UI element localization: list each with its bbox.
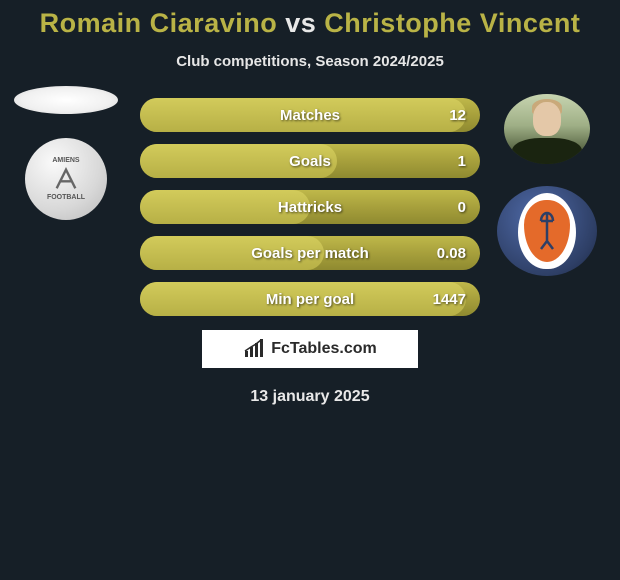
- player2-name: Christophe Vincent: [324, 8, 580, 38]
- bar-value: 1: [458, 144, 466, 178]
- club2-shield: [524, 200, 570, 262]
- brand-bars-icon: [243, 339, 267, 359]
- brand-text: FcTables.com: [271, 340, 377, 358]
- stat-bars: Matches 12 Goals 1 Hattricks 0 Goals per…: [140, 98, 480, 316]
- bar-label: Matches: [140, 98, 480, 132]
- bar-min-per-goal: Min per goal 1447: [140, 282, 480, 316]
- bar-value: 0.08: [437, 236, 466, 270]
- crest-text-top: AMIENS: [52, 157, 79, 164]
- photo-head: [533, 102, 561, 136]
- vs-text: vs: [285, 8, 316, 38]
- player2-photo: [504, 94, 590, 164]
- comparison-area: AMIENS FOOTBALL: [0, 98, 620, 316]
- player1-club-crest: AMIENS FOOTBALL: [25, 138, 107, 220]
- bar-label: Goals: [140, 144, 480, 178]
- crest-text-bottom: FOOTBALL: [47, 194, 85, 201]
- club2-emblem-icon: [535, 211, 559, 251]
- bar-matches: Matches 12: [140, 98, 480, 132]
- bar-label: Min per goal: [140, 282, 480, 316]
- player1-placeholder: [14, 86, 118, 114]
- bar-value: 12: [449, 98, 466, 132]
- infographic-root: Romain Ciaravino vs Christophe Vincent C…: [0, 0, 620, 580]
- player1-name: Romain Ciaravino: [40, 8, 278, 38]
- bar-goals: Goals 1: [140, 144, 480, 178]
- bar-label: Goals per match: [140, 236, 480, 270]
- bar-label: Hattricks: [140, 190, 480, 224]
- photo-body: [512, 138, 582, 164]
- subtitle: Club competitions, Season 2024/2025: [0, 53, 620, 70]
- crest-emblem: [51, 164, 81, 194]
- left-column: AMIENS FOOTBALL: [6, 86, 126, 220]
- bar-value: 0: [458, 190, 466, 224]
- club2-inner: [518, 193, 576, 269]
- date-text: 13 january 2025: [0, 388, 620, 406]
- bar-hattricks: Hattricks 0: [140, 190, 480, 224]
- bar-goals-per-match: Goals per match 0.08: [140, 236, 480, 270]
- bar-value: 1447: [433, 282, 466, 316]
- player2-club-crest: [497, 186, 597, 276]
- right-column: [492, 94, 602, 276]
- brand-box: FcTables.com: [202, 330, 418, 368]
- crest-icon: [52, 165, 80, 193]
- page-title: Romain Ciaravino vs Christophe Vincent: [0, 0, 620, 39]
